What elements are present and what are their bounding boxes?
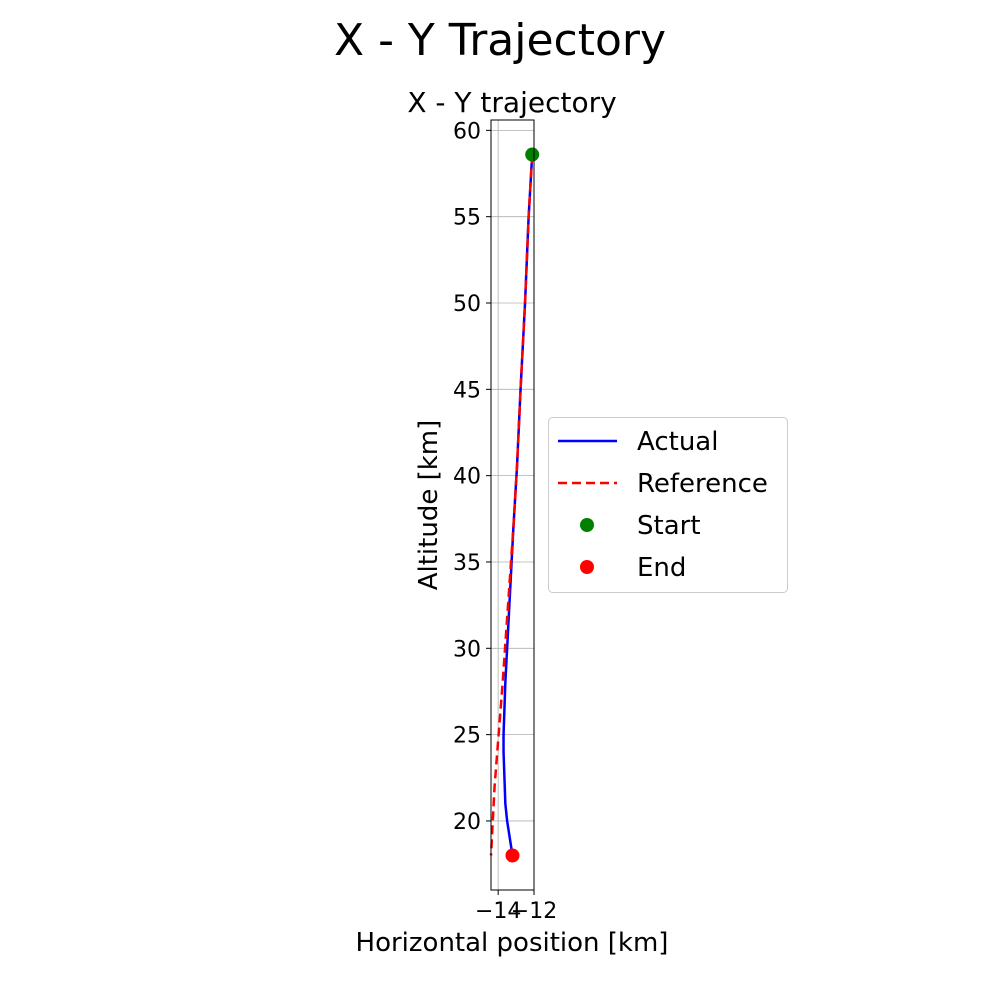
y-tick-label: 45 — [453, 378, 481, 403]
y-tick-label: 55 — [453, 206, 481, 231]
x-tick-label: −14 — [475, 899, 521, 924]
legend-swatch-end — [580, 560, 594, 574]
x-tick-label: −12 — [511, 899, 557, 924]
legend-box — [548, 417, 788, 593]
legend: Actual Reference Start End — [548, 417, 788, 593]
legend-label-actual: Actual — [637, 427, 718, 457]
figure-title: X - Y Trajectory — [334, 15, 666, 66]
legend-label-reference: Reference — [637, 469, 768, 499]
chart-title: X - Y trajectory — [407, 86, 616, 119]
legend-label-end: End — [637, 553, 686, 583]
y-tick-label: 60 — [453, 119, 481, 144]
y-tick-label: 30 — [453, 637, 481, 662]
legend-swatch-start — [580, 518, 594, 532]
start-marker — [525, 147, 540, 162]
y-tick-label: 25 — [453, 724, 481, 749]
x-axis-ticks: −14−12 — [475, 890, 557, 924]
y-tick-label: 35 — [453, 551, 481, 576]
series-line-reference — [489, 154, 534, 856]
x-axis-label: Horizontal position [km] — [356, 928, 669, 958]
y-axis-label: Altitude [km] — [414, 420, 444, 591]
y-axis-ticks: 20 25 30 35 40 45 50 55 60 — [453, 119, 491, 835]
markers-group — [505, 147, 540, 863]
series-line-actual — [502, 154, 534, 856]
y-tick-label: 50 — [453, 292, 481, 317]
plot-frame — [490, 119, 535, 891]
end-marker — [505, 848, 520, 863]
legend-label-start: Start — [637, 511, 701, 541]
series-group — [489, 154, 534, 856]
y-tick-label: 40 — [453, 465, 481, 490]
y-tick-label: 20 — [453, 810, 481, 835]
